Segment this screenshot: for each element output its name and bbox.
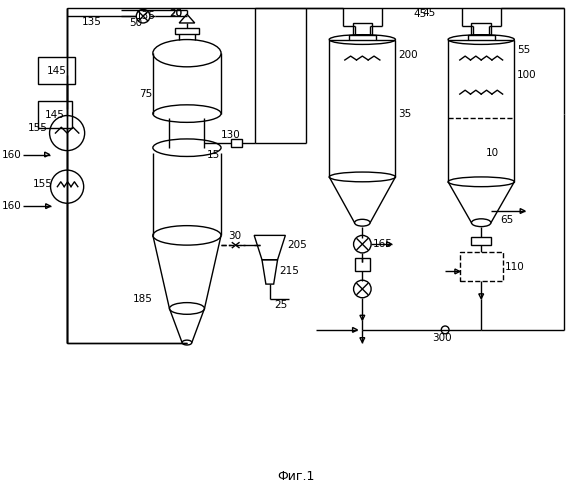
Bar	[38, 57, 75, 84]
Text: 155: 155	[33, 178, 53, 188]
Text: 145: 145	[46, 66, 66, 76]
Text: 165: 165	[373, 239, 393, 249]
Text: 20: 20	[170, 8, 182, 18]
Bar	[231, 139, 242, 146]
Bar	[471, 23, 491, 34]
Bar	[354, 258, 370, 272]
Text: 155: 155	[28, 123, 48, 133]
Bar	[471, 238, 491, 245]
Text: 25: 25	[275, 300, 288, 310]
Text: 200: 200	[399, 50, 418, 60]
Text: 145: 145	[45, 110, 64, 120]
Text: 15: 15	[206, 150, 220, 160]
Text: 135: 135	[82, 17, 102, 27]
Text: 55: 55	[517, 46, 530, 56]
Text: 20: 20	[170, 9, 182, 19]
Text: 300: 300	[432, 332, 452, 342]
Text: 45: 45	[423, 8, 436, 18]
Bar	[38, 101, 72, 128]
Circle shape	[441, 326, 449, 334]
Text: 30: 30	[228, 232, 241, 241]
Text: 75: 75	[139, 89, 153, 99]
Text: 50: 50	[129, 18, 142, 28]
Bar	[460, 252, 503, 281]
Text: 215: 215	[279, 266, 299, 276]
Text: 185: 185	[133, 294, 153, 304]
Bar	[349, 34, 376, 40]
Bar	[353, 23, 372, 34]
Text: 135: 135	[135, 11, 155, 21]
Text: 35: 35	[399, 108, 411, 118]
Text: Фиг.1: Фиг.1	[277, 470, 315, 482]
Text: 160: 160	[2, 201, 21, 211]
Text: 100: 100	[517, 70, 537, 80]
Text: 160: 160	[2, 150, 21, 160]
Text: 130: 130	[221, 130, 241, 140]
Bar	[175, 28, 199, 34]
Text: 45: 45	[413, 9, 426, 19]
Text: 65: 65	[501, 215, 514, 225]
Text: 205: 205	[288, 240, 307, 250]
Bar	[468, 34, 495, 40]
Text: 110: 110	[504, 262, 524, 272]
Text: 10: 10	[486, 148, 499, 158]
